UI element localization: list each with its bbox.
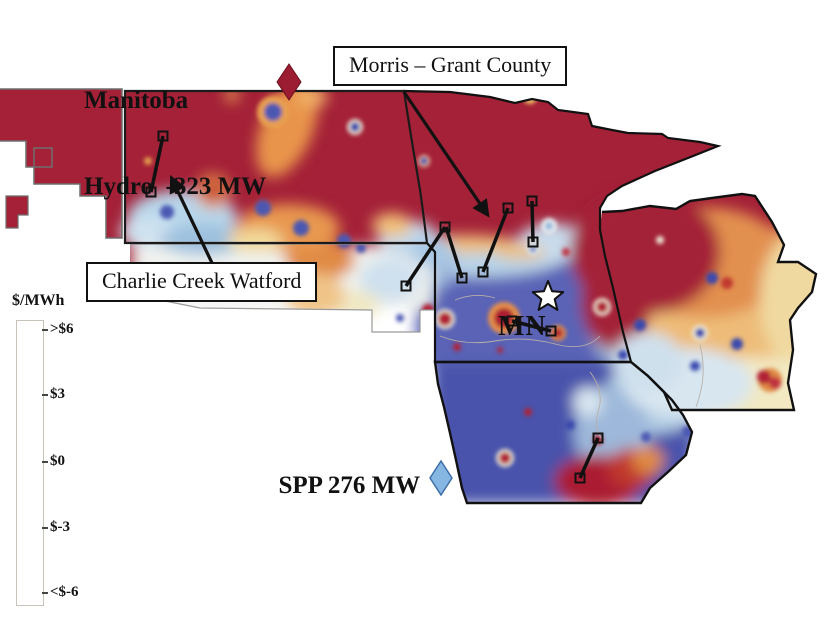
morris-grant-county-text: Morris – Grant County — [349, 52, 552, 77]
flowgate-line — [404, 226, 447, 287]
manitoba-hydro-line2: Hydro -323 MW — [84, 172, 267, 200]
legend-label-max: >$6 — [50, 321, 74, 337]
iowa-outline — [433, 360, 694, 505]
legend-label-0: $0 — [50, 453, 65, 469]
legend-colorbar — [16, 320, 44, 606]
spp-interchange-diamond-icon — [429, 459, 453, 497]
charlie-creek-watford-callout: Charlie Creek Watford — [86, 262, 318, 303]
spp-interchange-label: SPP 276 MW — [266, 443, 421, 500]
mn-state-label: MN — [482, 279, 547, 343]
flowgate-segments — [149, 135, 600, 479]
flowgate-charlie-creek-line — [149, 135, 165, 193]
wisconsin-outline — [601, 192, 818, 412]
legend-tick — [42, 461, 48, 463]
flowgate-line — [530, 200, 535, 243]
montana-footprint-blob — [5, 195, 29, 229]
callout-arrows — [169, 91, 490, 264]
charlie-creek-arrow — [169, 175, 214, 264]
minnesota-outline — [403, 89, 722, 364]
legend-label-neg3: $-3 — [50, 519, 70, 535]
flowgate-line — [444, 226, 464, 279]
legend-tick — [42, 592, 48, 594]
legend-tick — [42, 329, 48, 331]
legend-tick — [42, 394, 48, 396]
mn-star-icon — [531, 280, 565, 311]
legend-tick — [42, 527, 48, 529]
morris-arrow — [402, 91, 490, 218]
manitoba-hydro-label: Manitoba Hydro -323 MW — [84, 30, 266, 230]
legend-label-min: <$-6 — [50, 584, 79, 600]
manitoba-hydro-line1: Manitoba — [84, 87, 189, 114]
charlie-creek-watford-text: Charlie Creek Watford — [102, 268, 302, 293]
spp-interchange-text: SPP 276 MW — [278, 471, 421, 499]
flowgate-morris-line — [481, 207, 510, 273]
price-hotspots — [144, 90, 782, 467]
legend-title: $/MWh — [12, 292, 65, 309]
flowgate-line — [511, 319, 552, 333]
state-borders — [0, 88, 818, 505]
mn-state-text: MN — [498, 310, 547, 342]
flowgate-line — [578, 437, 600, 479]
price-legend: $/MWh >$6 $3 $0 $-3 <$-6 — [8, 292, 118, 612]
montana-footprint-outline — [0, 88, 123, 239]
legend-label-3: $3 — [50, 386, 65, 402]
flowgate-endpoints — [145, 130, 604, 484]
manitoba-interchange-diamond-icon — [276, 63, 302, 101]
north-dakota-outline — [123, 89, 429, 245]
morris-grant-county-callout: Morris – Grant County — [333, 46, 568, 87]
